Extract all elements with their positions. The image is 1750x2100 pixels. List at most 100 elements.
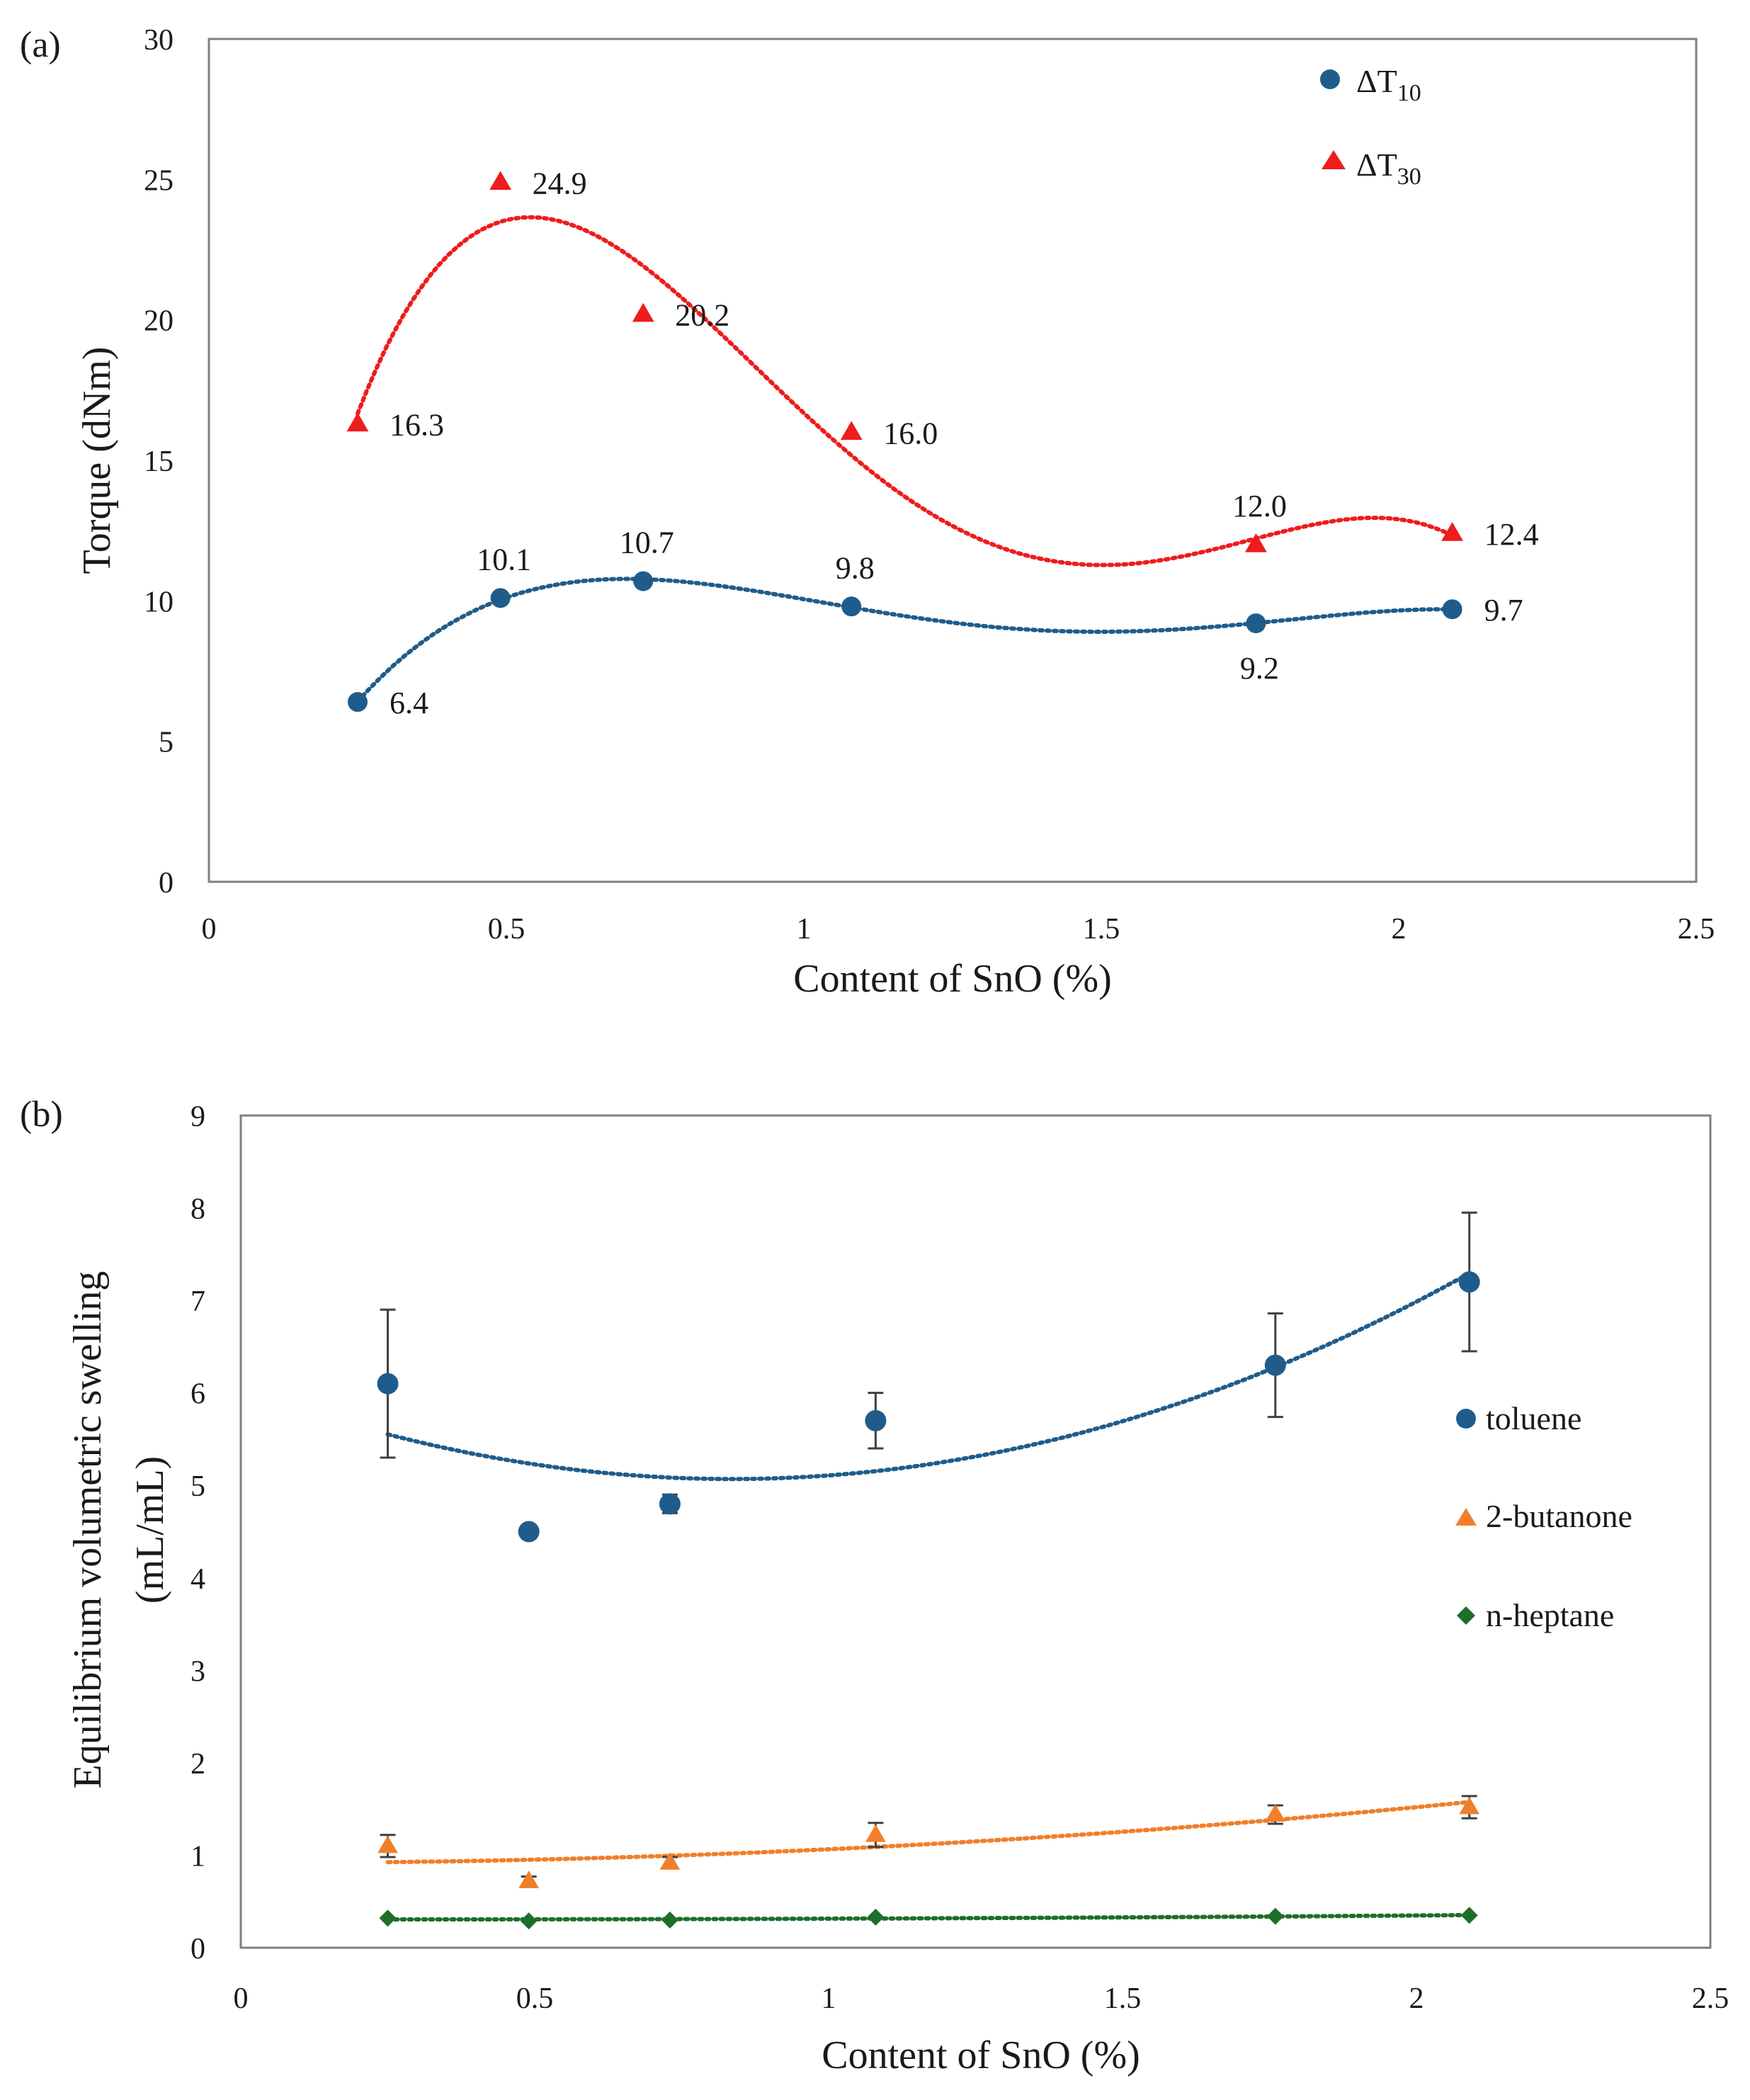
point-t10-3 xyxy=(633,571,654,591)
point-n-heptane-5 xyxy=(1266,1907,1284,1925)
panel-b-label: (b) xyxy=(20,1094,63,1135)
point-t30-4 xyxy=(840,421,863,440)
panel-a-legend: ΔT10 ΔT30 xyxy=(1320,63,1421,190)
panel-a-x-tick-label-0-5: 0.5 xyxy=(488,913,525,946)
panel-a-data-marks xyxy=(346,171,1463,713)
panel-a-y-tick-label-0: 0 xyxy=(159,867,174,899)
data-label-t30-2: 24.9 xyxy=(533,166,587,200)
panel-b-y-tick-label-3: 3 xyxy=(191,1655,205,1688)
data-label-t30-4: 16.0 xyxy=(883,416,938,450)
panel-b-x-tick-label-1: 1 xyxy=(822,1982,836,2015)
panel-a-x-tick-label-0: 0 xyxy=(202,913,217,946)
data-label-t10-4: 9.8 xyxy=(836,550,875,585)
panel-a-x-tick-label-1-5: 1.5 xyxy=(1083,913,1120,946)
legend-label-dt10: ΔT10 xyxy=(1356,63,1421,106)
point-toluene-6 xyxy=(1458,1271,1480,1293)
panel-b-y-tick-label-4: 4 xyxy=(191,1563,205,1596)
legend-label-n-heptane: n-heptane xyxy=(1486,1597,1614,1633)
legend-label-dt10-sub: 10 xyxy=(1397,80,1421,106)
data-label-t30-5: 12.0 xyxy=(1232,489,1287,523)
legend-label-dt30-sub: 30 xyxy=(1397,164,1421,190)
panel-b-trendlines xyxy=(385,1271,1472,1922)
legend-label-toluene: toluene xyxy=(1486,1400,1581,1436)
panel-b-y-tick-label-8: 8 xyxy=(191,1193,205,1226)
panel-b-plot-area xyxy=(239,1114,1712,1949)
panel-b-x-tick-label-1-5: 1.5 xyxy=(1104,1982,1142,2015)
panel-b-y-tick-label-0: 0 xyxy=(191,1933,205,1965)
point-2-butanone-6 xyxy=(1459,1796,1479,1815)
panel-b-y-tick-label-2: 2 xyxy=(191,1748,205,1781)
panel-b-y-tick-label-1: 1 xyxy=(191,1840,205,1873)
point-2-butanone-3 xyxy=(659,1852,681,1870)
trendline-toluene xyxy=(385,1271,1472,1482)
point-2-butanone-1 xyxy=(377,1835,398,1854)
panel-a-y-tick-label-15: 15 xyxy=(144,445,174,478)
panel-a-trendlines xyxy=(356,215,1455,704)
data-label-t10-2: 10.1 xyxy=(477,542,531,577)
trendline-2-butanone xyxy=(385,1800,1472,1865)
panel-a-data-labels: 6.4 10.1 10.7 9.8 9.2 9.7 16.3 24.9 20.2 16.0 12.0… xyxy=(390,166,1539,720)
panel-a-y-tick-label-10: 10 xyxy=(144,586,174,618)
panel-a-x-tick-label-2: 2 xyxy=(1392,913,1407,946)
panel-a-y-tick-label-25: 25 xyxy=(144,164,174,197)
panel-b-x-axis-title: Content of SnO (%) xyxy=(822,2033,1140,2077)
point-n-heptane-6 xyxy=(1460,1907,1478,1924)
panel-a-chart: (a) 0 0.5 1 1.5 2 2.5 0 5 10 15 20 25 30 6.4 10.1 10.7… xyxy=(20,24,1715,1001)
trendline-t30 xyxy=(356,215,1455,567)
panel-b-y-axis-title-line1: Equilibrium volumetric swelling xyxy=(66,1271,110,1788)
point-t10-5 xyxy=(1246,613,1266,634)
panel-b-data-marks xyxy=(377,1271,1480,1930)
point-t30-5 xyxy=(1245,533,1267,552)
panel-a-plot-area xyxy=(208,38,1698,883)
legend-label-2-butanone: 2-butanone xyxy=(1486,1498,1632,1534)
point-t10-1 xyxy=(348,692,368,713)
point-toluene-3 xyxy=(659,1493,681,1515)
point-2-butanone-5 xyxy=(1265,1804,1286,1822)
panel-b-chart: (b) 0 0.5 1 1.5 2 2.5 0 1 2 3 4 5 6 7 8 9 Content of Sn… xyxy=(20,1094,1729,2077)
legend-marker-n-heptane xyxy=(1457,1606,1475,1625)
point-toluene-2 xyxy=(518,1521,540,1543)
trendline-n-heptane xyxy=(385,1912,1472,1922)
point-t30-6 xyxy=(1441,522,1463,541)
point-t10-2 xyxy=(490,588,511,608)
legend-marker-dt30 xyxy=(1322,150,1346,169)
trendline-t10 xyxy=(356,577,1455,704)
point-toluene-5 xyxy=(1264,1354,1286,1376)
panel-a-y-axis-title: Torque (dNm) xyxy=(75,346,119,574)
point-2-butanone-4 xyxy=(865,1824,886,1842)
panel-b-y-axis-title-line2: (mL/mL) xyxy=(128,1456,172,1604)
panel-a-label: (a) xyxy=(20,25,61,65)
data-label-t10-5: 9.2 xyxy=(1240,651,1279,686)
panel-b-x-tick-label-0: 0 xyxy=(234,1982,249,2015)
panel-b-axis-ticks: 0 0.5 1 1.5 2 2.5 0 1 2 3 4 5 6 7 8 9 xyxy=(191,1101,1729,2015)
legend-label-dt30: ΔT30 xyxy=(1356,147,1421,190)
point-t30-2 xyxy=(489,171,511,190)
panel-a-x-tick-label-1: 1 xyxy=(797,913,812,946)
point-n-heptane-2 xyxy=(520,1912,538,1930)
legend-label-dt10-main: ΔT xyxy=(1356,63,1397,99)
legend-marker-2-butanone xyxy=(1455,1508,1477,1526)
point-toluene-1 xyxy=(377,1373,399,1395)
panel-a-x-tick-label-2-5: 2.5 xyxy=(1678,913,1715,946)
panel-b-x-tick-label-0-5: 0.5 xyxy=(516,1982,554,2015)
data-label-t10-6: 9.7 xyxy=(1484,593,1523,628)
point-t10-4 xyxy=(841,596,862,617)
panel-a-axis-ticks: 0 0.5 1 1.5 2 2.5 0 5 10 15 20 25 30 xyxy=(144,24,1715,946)
panel-a-y-tick-label-5: 5 xyxy=(159,727,174,759)
legend-marker-dt10 xyxy=(1320,69,1340,89)
panel-a-x-axis-title: Content of SnO (%) xyxy=(793,957,1112,1001)
legend-label-dt30-main: ΔT xyxy=(1356,147,1397,183)
panel-b-x-tick-label-2: 2 xyxy=(1409,1982,1424,2015)
data-label-t30-3: 20.2 xyxy=(675,298,729,333)
panel-b-y-tick-label-6: 6 xyxy=(191,1378,205,1411)
legend-marker-toluene xyxy=(1456,1409,1476,1429)
point-toluene-4 xyxy=(865,1409,887,1431)
point-n-heptane-1 xyxy=(379,1909,397,1927)
point-t30-3 xyxy=(632,302,654,322)
point-2-butanone-2 xyxy=(518,1871,539,1888)
panel-b-y-tick-label-5: 5 xyxy=(191,1470,205,1503)
data-label-t30-1: 16.3 xyxy=(390,407,444,442)
panel-a-y-tick-label-20: 20 xyxy=(144,305,174,338)
